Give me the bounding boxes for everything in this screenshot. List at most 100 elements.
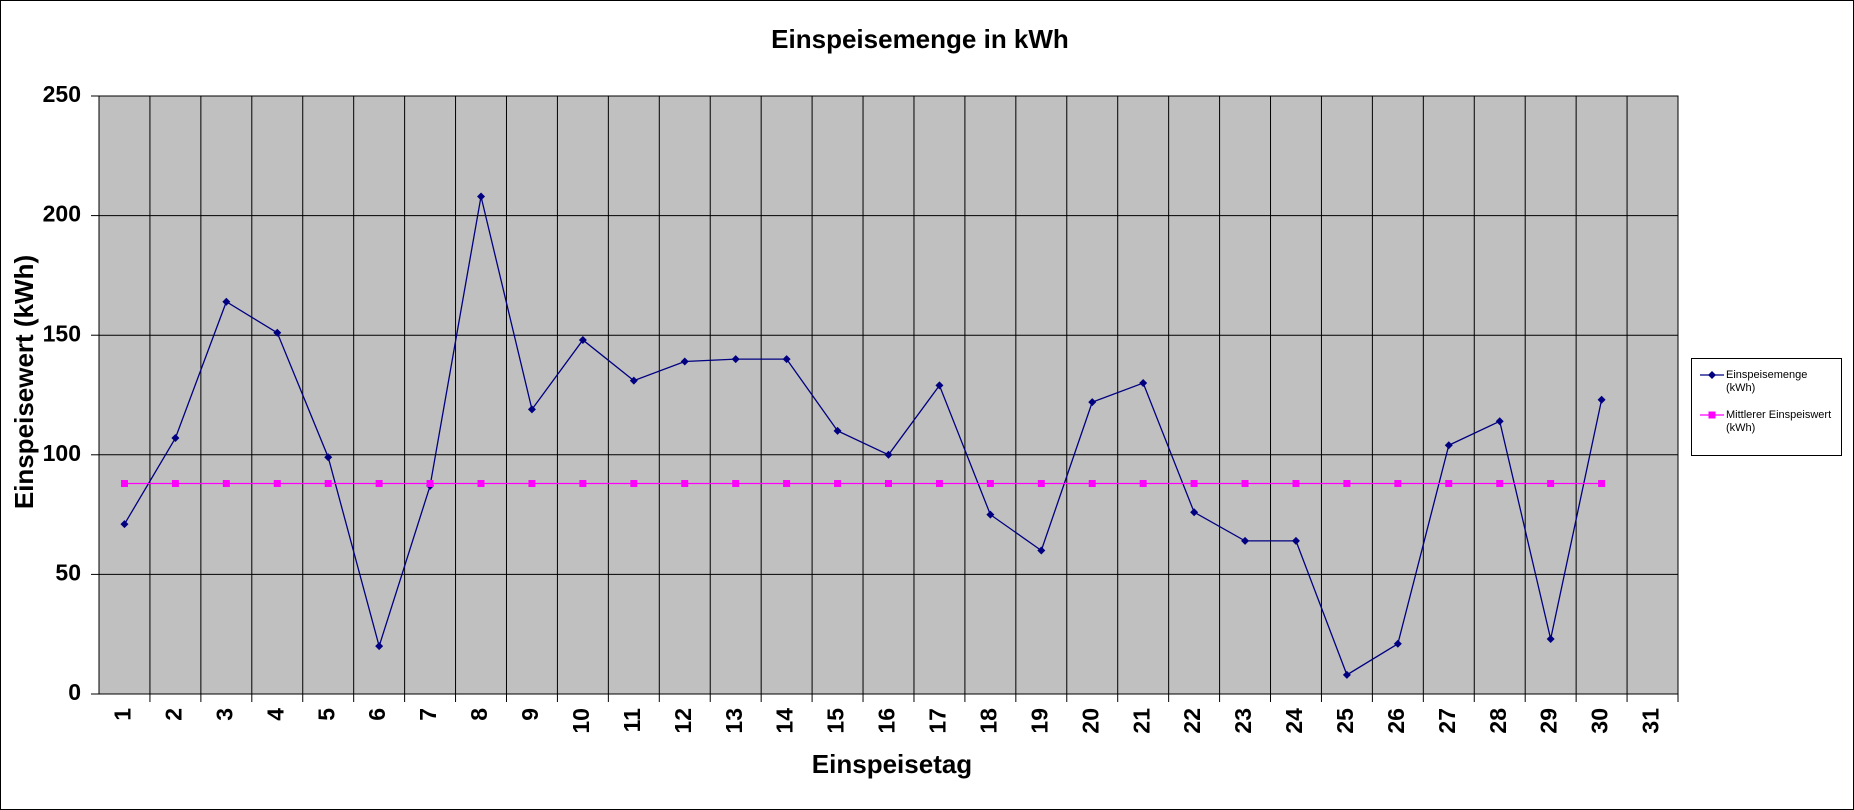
data-point (1292, 480, 1300, 488)
data-point (375, 642, 384, 651)
data-point (578, 335, 587, 344)
data-point (1139, 480, 1147, 488)
x-tick-label: 14 (772, 708, 798, 734)
x-tick-label: 1 (110, 708, 136, 721)
data-point (171, 434, 180, 443)
data-point (1190, 480, 1198, 488)
data-point (1445, 480, 1453, 488)
data-point (477, 480, 485, 488)
data-point (935, 480, 943, 488)
x-tick-label: 27 (1434, 708, 1460, 734)
x-tick-label: 5 (313, 708, 339, 721)
data-point (324, 480, 332, 488)
x-tick-label: 24 (1281, 708, 1307, 734)
x-tick-label: 19 (1026, 708, 1052, 734)
data-point (1598, 480, 1606, 488)
x-tick-label: 3 (211, 708, 237, 721)
data-point (1241, 480, 1249, 488)
data-point (630, 480, 638, 488)
x-tick-label: 17 (925, 708, 951, 734)
data-point (1088, 480, 1096, 488)
data-point (222, 480, 230, 488)
x-tick-label: 30 (1587, 708, 1613, 734)
y-tick-label: 200 (43, 201, 81, 227)
x-tick-label: 29 (1536, 708, 1562, 734)
data-point (1444, 441, 1453, 450)
x-tick-label: 15 (823, 708, 849, 734)
y-tick-label: 150 (43, 320, 81, 346)
data-point (528, 480, 536, 488)
y-tick-label: 250 (43, 81, 81, 107)
data-point (222, 297, 231, 306)
data-point (1496, 480, 1504, 488)
data-point (1037, 546, 1046, 555)
x-tick-label: 20 (1077, 708, 1103, 734)
y-tick-label: 50 (55, 559, 81, 585)
x-tick-label: 21 (1128, 708, 1154, 734)
data-point (1547, 480, 1555, 488)
data-point (1139, 379, 1148, 388)
data-point (1088, 398, 1097, 407)
data-point (1241, 536, 1250, 545)
legend-marker (1708, 371, 1716, 379)
data-point (681, 480, 689, 488)
y-axis-title: Einspeisewert (kWh) (9, 255, 39, 509)
x-tick-label: 2 (160, 708, 186, 721)
data-point (1394, 480, 1402, 488)
y-tick-label: 0 (68, 679, 81, 705)
y-tick-label: 100 (43, 440, 81, 466)
data-point (834, 480, 842, 488)
x-tick-label: 28 (1485, 708, 1511, 734)
x-axis-title: Einspeisetag (812, 749, 972, 779)
data-point (120, 480, 128, 488)
data-point (426, 480, 434, 488)
data-point (680, 357, 689, 366)
data-point (783, 480, 791, 488)
data-point (732, 480, 740, 488)
legend-label: Mittlerer Einspeiswert (kWh) (1726, 409, 1832, 434)
plot-area (99, 96, 1678, 694)
data-point (477, 192, 486, 201)
legend-swatch (1700, 411, 1724, 419)
x-tick-label: 13 (721, 708, 747, 734)
data-point (833, 426, 842, 435)
legend-swatch (1700, 371, 1724, 379)
x-tick-label: 31 (1638, 708, 1664, 734)
x-tick-label: 4 (262, 708, 288, 721)
data-point (629, 376, 638, 385)
data-point (1291, 536, 1300, 545)
data-point (986, 510, 995, 519)
data-point (527, 405, 536, 414)
data-point (120, 520, 129, 529)
data-point (375, 480, 383, 488)
x-tick-label: 26 (1383, 708, 1409, 734)
legend-item: Mittlerer Einspeiswert (kWh) (1700, 409, 1834, 435)
legend: Einspeisemenge (kWh) Mittlerer Einspeiswe… (1691, 358, 1842, 456)
data-point (1393, 639, 1402, 648)
data-point (324, 453, 333, 462)
data-point (1597, 395, 1606, 404)
data-point (273, 480, 281, 488)
x-tick-label: 23 (1230, 708, 1256, 734)
chart-title: Einspeisemenge in kWh (771, 24, 1069, 54)
data-point (171, 480, 179, 488)
plot-frame (98, 95, 1679, 695)
data-point (579, 480, 587, 488)
data-point (935, 381, 944, 390)
data-point (1342, 670, 1351, 679)
x-tick-label: 12 (670, 708, 696, 734)
data-point (1495, 417, 1504, 426)
legend-item: Einspeisemenge (kWh) (1700, 369, 1834, 395)
data-point (782, 355, 791, 364)
x-tick-label: 8 (466, 708, 492, 721)
series-line (123, 196, 1603, 676)
x-tick-label: 7 (415, 708, 441, 721)
data-point (1037, 480, 1045, 488)
data-point (1546, 634, 1555, 643)
data-point (986, 480, 994, 488)
x-tick-label: 18 (975, 708, 1001, 734)
data-point (884, 450, 893, 459)
legend-label: Einspeisemenge (kWh) (1726, 369, 1808, 394)
